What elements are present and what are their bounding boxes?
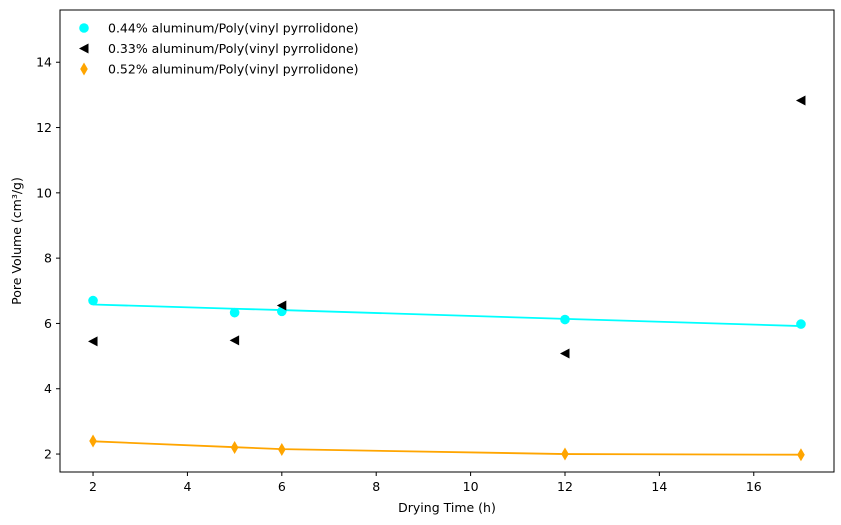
- y-tick-label: 12: [36, 120, 52, 135]
- legend-label-series-3: 0.52% aluminum/Poly(vinyl pyrrolidone): [108, 62, 359, 77]
- y-tick-label: 8: [44, 251, 52, 266]
- data-point-series-2: [229, 335, 240, 346]
- data-point-series-2: [276, 300, 287, 311]
- y-tick-label: 6: [44, 316, 52, 331]
- data-point-series-1: [229, 307, 240, 318]
- legend-marker-series-3: [80, 62, 88, 76]
- x-axis-label: Drying Time (h): [398, 500, 496, 515]
- data-point-series-3: [797, 448, 805, 462]
- y-axis-label: Pore Volume (cm³/g): [9, 177, 24, 305]
- x-tick-label: 16: [746, 479, 762, 494]
- x-tick-label: 14: [651, 479, 667, 494]
- x-tick-label: 6: [278, 479, 286, 494]
- data-point-series-1: [796, 319, 806, 329]
- y-tick-label: 2: [44, 447, 52, 462]
- data-point-series-3: [230, 441, 239, 455]
- legend-label-series-2: 0.33% aluminum/Poly(vinyl pyrrolidone): [108, 41, 359, 56]
- data-point-series-1: [560, 314, 570, 325]
- plot-area: [60, 10, 834, 472]
- legend-label-series-1: 0.44% aluminum/Poly(vinyl pyrrolidone): [108, 21, 359, 36]
- y-axis-ticks: 2 4 6 8 10 12 14: [36, 55, 60, 462]
- x-tick-label: 4: [183, 479, 191, 494]
- x-tick-label: 12: [557, 479, 573, 494]
- x-tick-label: 2: [89, 479, 97, 494]
- data-point-series-3: [278, 442, 286, 456]
- y-tick-label: 10: [36, 185, 52, 200]
- x-tick-label: 8: [372, 479, 380, 494]
- data-point-series-3: [561, 447, 569, 461]
- data-point-series-2: [559, 348, 570, 359]
- data-point-series-1: [88, 295, 98, 306]
- plot-frame: [59, 9, 835, 473]
- legend: 0.44% aluminum/Poly(vinyl pyrrolidone) 0.…: [79, 21, 359, 77]
- data-point-series-2: [795, 95, 806, 106]
- data-point-series-3: [89, 434, 97, 448]
- data-markers: [88, 95, 806, 462]
- legend-marker-series-2: [79, 43, 89, 54]
- data-point-series-2: [88, 336, 98, 347]
- y-tick-label: 4: [44, 381, 52, 396]
- x-tick-label: 10: [463, 479, 479, 494]
- x-axis-ticks: 2 4 6 8 10 12 14 16: [89, 472, 762, 494]
- y-tick-label: 14: [36, 55, 52, 70]
- legend-marker-series-1: [79, 23, 89, 33]
